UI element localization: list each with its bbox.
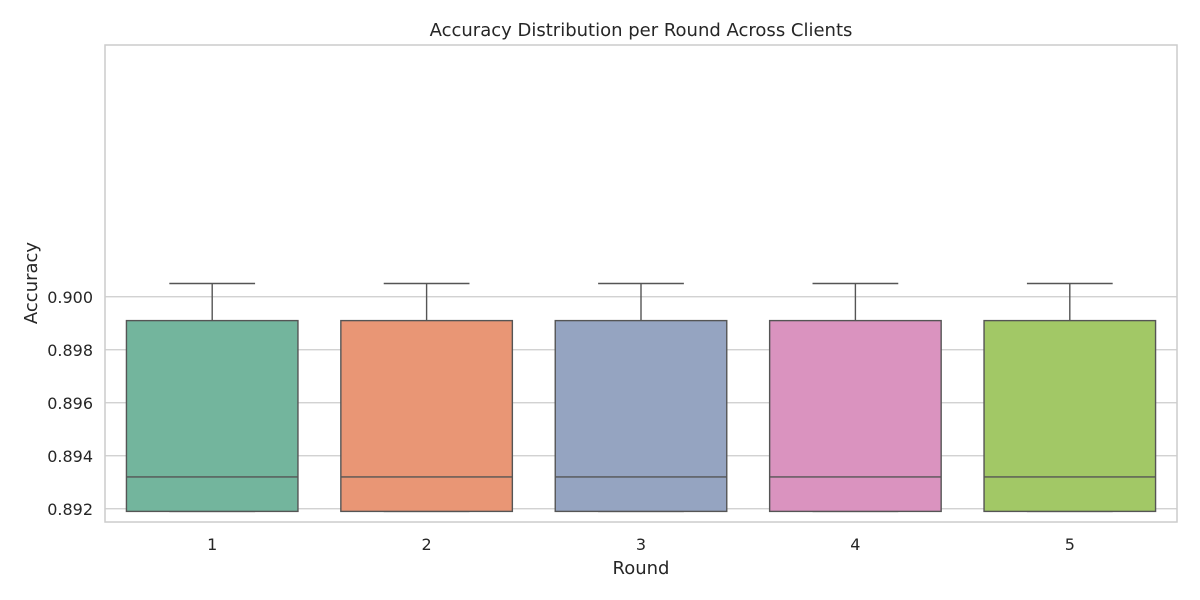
- y-axis-label: Accuracy: [21, 242, 42, 325]
- box-iqr: [768, 319, 942, 513]
- box-round-2: [340, 282, 514, 513]
- chart-title: Accuracy Distribution per Round Across C…: [430, 20, 853, 41]
- x-tick-label: 5: [1065, 535, 1075, 554]
- x-tick-label: 3: [636, 535, 646, 554]
- box-iqr: [983, 319, 1157, 513]
- y-tick-label: 0.900: [47, 288, 93, 307]
- box-iqr: [125, 319, 299, 513]
- plot-frame: [104, 44, 1178, 523]
- box-round-1: [125, 282, 299, 513]
- box-iqr: [340, 319, 514, 513]
- y-tick-label: 0.896: [47, 394, 93, 413]
- x-tick-label: 1: [207, 535, 217, 554]
- box-round-3: [554, 282, 728, 513]
- x-tick-label: 4: [850, 535, 860, 554]
- y-tick-label: 0.892: [47, 500, 93, 519]
- box-round-4: [768, 282, 942, 513]
- y-axis-ticks: 0.892 0.894 0.896 0.898 0.900: [47, 288, 93, 519]
- y-tick-label: 0.898: [47, 341, 93, 360]
- box-series: [125, 282, 1157, 513]
- x-tick-label: 2: [422, 535, 432, 554]
- box-round-5: [983, 282, 1157, 513]
- y-tick-label: 0.894: [47, 447, 93, 466]
- box-iqr: [554, 319, 728, 513]
- x-axis-ticks: 1 2 3 4 5: [207, 535, 1075, 554]
- x-axis-label: Round: [613, 558, 670, 579]
